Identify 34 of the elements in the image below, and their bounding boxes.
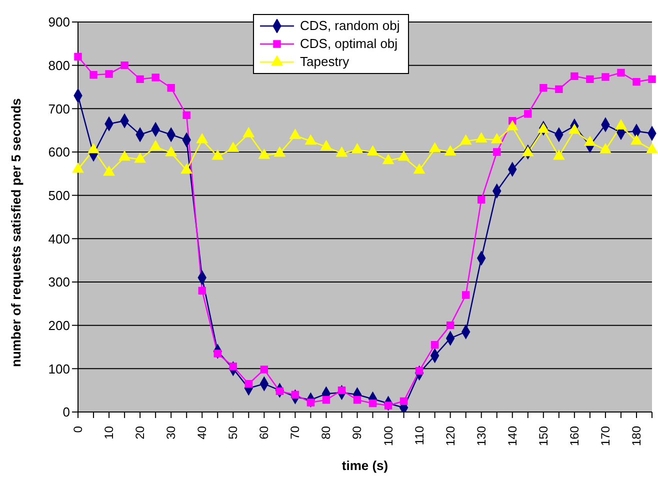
- y-axis-title: number of requests satisfied per 5 seconds: [8, 98, 24, 367]
- x-tick-label: 30: [164, 426, 178, 440]
- legend-label: CDS, optimal obj: [300, 35, 398, 53]
- x-tick-label: 40: [195, 426, 210, 440]
- y-tick-label: 400: [48, 231, 70, 246]
- x-tick-label: 90: [350, 426, 364, 440]
- x-tick-label: 10: [102, 426, 116, 440]
- x-axis-title: time (s): [342, 458, 388, 473]
- x-tick-label: 80: [319, 426, 334, 440]
- y-tick-label: 700: [48, 101, 70, 116]
- x-tick-label: 150: [536, 426, 550, 446]
- y-tick-label: 300: [48, 274, 70, 290]
- y-tick-label: 100: [48, 361, 70, 376]
- x-tick-label: 130: [474, 426, 488, 446]
- x-tick-label: 0: [71, 426, 85, 433]
- y-tick-label: 500: [48, 188, 70, 203]
- x-tick-label: 180: [629, 426, 644, 446]
- y-tick-label: 600: [48, 144, 70, 160]
- x-tick-label: 100: [381, 426, 396, 446]
- legend-label: Tapestry: [300, 53, 350, 71]
- x-tick-label: 20: [133, 426, 148, 440]
- x-tick-label: 170: [598, 426, 612, 446]
- y-tick-label: 0: [62, 404, 70, 420]
- y-tick-label: 900: [48, 14, 70, 30]
- x-tick-label: 110: [412, 426, 426, 446]
- x-tick-label: 140: [505, 426, 520, 446]
- x-tick-label: 60: [257, 426, 272, 440]
- x-tick-label: 120: [443, 426, 458, 446]
- x-tick-label: 70: [288, 426, 302, 440]
- y-tick-label: 800: [48, 58, 70, 73]
- legend-label: CDS, random obj: [300, 17, 400, 35]
- y-tick-label: 200: [48, 318, 70, 333]
- x-tick-label: 160: [567, 426, 582, 446]
- x-tick-label: 50: [226, 426, 240, 440]
